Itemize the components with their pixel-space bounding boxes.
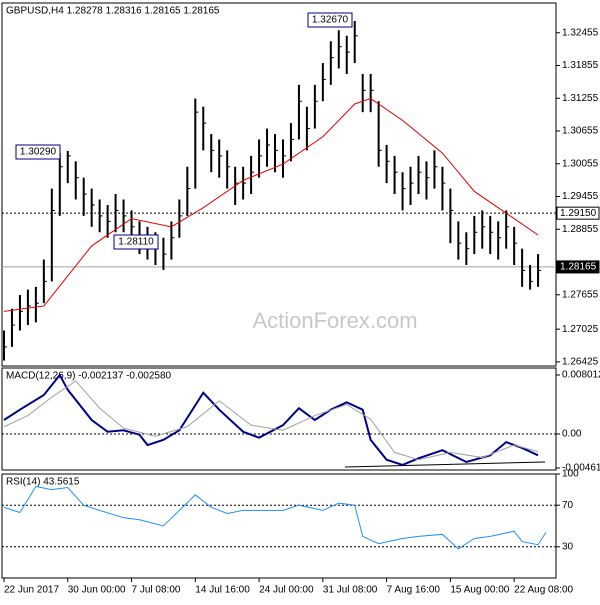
- y-tick-label: 1.27655: [562, 289, 599, 300]
- annotation-box: [113, 234, 159, 250]
- panel-frame: [1, 473, 557, 579]
- panel-title: MACD(12,26,9) -0.002137 -0.002580: [6, 371, 172, 382]
- x-tick-label: 15 Aug 00:00: [450, 585, 509, 596]
- trend-line: [344, 461, 546, 468]
- annotation: 1.28110: [118, 237, 154, 248]
- y-tick-label: 100: [562, 469, 579, 480]
- indicator-line: [3, 485, 547, 550]
- annotation-box: [15, 144, 61, 160]
- indicator-line: [3, 373, 539, 466]
- panel-frame: [1, 2, 557, 367]
- y-tick-label: 1.30055: [562, 158, 599, 169]
- y-tick-label: 30: [562, 541, 574, 552]
- y-tick-label: -0.004619: [562, 463, 600, 474]
- annotation-box: [307, 12, 353, 28]
- annotation: 1.30290: [20, 147, 57, 158]
- panel-title: RSI(14) 43.5615: [6, 477, 80, 488]
- level-label: 1.28165: [560, 262, 597, 273]
- x-tick-label: 22 Jun 2017: [4, 585, 59, 596]
- x-tick-label: 31 Jul 08:00: [323, 585, 378, 596]
- y-tick-label: 70: [562, 500, 574, 511]
- watermark: ActionForex.com: [252, 308, 417, 333]
- indicator-line: [3, 97, 539, 312]
- panel-frame: [1, 367, 557, 471]
- y-tick-label: 1.31255: [562, 93, 599, 104]
- x-tick-label: 30 Jun 00:00: [68, 585, 126, 596]
- y-tick-label: 1.28855: [562, 224, 599, 235]
- x-tick-label: 14 Jul 16:00: [195, 585, 250, 596]
- x-tick-label: 22 Aug 08:00: [514, 585, 573, 596]
- level-label-box: [556, 206, 600, 220]
- level-label-box: [556, 260, 600, 274]
- level-label: 1.29150: [560, 208, 597, 219]
- y-tick-label: 1.27025: [562, 324, 599, 335]
- y-tick-label: 0.008012: [562, 370, 600, 381]
- y-tick-label: 1.30655: [562, 126, 599, 137]
- y-tick-label: 1.26425: [562, 357, 599, 368]
- x-tick-label: 7 Jul 08:00: [132, 585, 181, 596]
- panel-title: GBPUSD,H4 1.28278 1.28316 1.28165 1.2816…: [6, 6, 220, 17]
- x-tick-label: 24 Jul 00:00: [259, 585, 314, 596]
- y-tick-label: 0.00: [562, 429, 582, 440]
- y-tick-label: 1.31855: [562, 60, 599, 71]
- y-tick-label: 1.32455: [562, 27, 599, 38]
- indicator-line: [3, 380, 539, 461]
- y-tick-label: 1.29455: [562, 191, 599, 202]
- x-tick-label: 7 Aug 16:00: [387, 585, 441, 596]
- annotation: 1.32670: [312, 15, 349, 26]
